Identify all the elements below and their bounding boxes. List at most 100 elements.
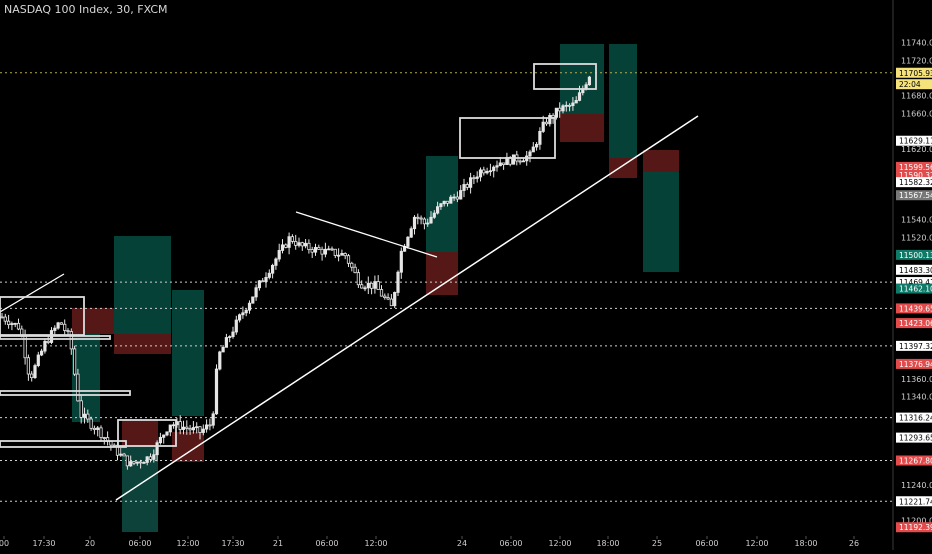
candle [396, 270, 400, 296]
candle [267, 269, 271, 280]
range-box [459, 117, 556, 159]
candle [73, 345, 77, 376]
candle [376, 275, 380, 290]
candle-body [185, 426, 189, 429]
candle-body [221, 346, 225, 353]
candle-body [564, 104, 568, 107]
candle-body [267, 272, 271, 278]
candle-body [158, 436, 162, 444]
candle-body [396, 271, 400, 293]
price-label-value: 11267.80 [899, 456, 932, 465]
candle [574, 96, 578, 104]
candle [261, 278, 265, 283]
candle-body [300, 242, 304, 247]
candle [535, 142, 539, 151]
candle [244, 309, 248, 317]
candle [558, 102, 562, 118]
candle-body [531, 146, 535, 153]
price-label-tag [896, 249, 932, 260]
candle-body [188, 428, 192, 431]
candle [482, 166, 486, 176]
candle [303, 238, 308, 249]
candle-body [495, 165, 499, 168]
candle [333, 248, 337, 259]
candle-body [26, 357, 31, 375]
candle-body [412, 216, 417, 230]
candle-body [340, 253, 344, 256]
candle [63, 319, 67, 336]
candle [99, 425, 103, 442]
candle [106, 431, 110, 446]
candle [132, 461, 136, 466]
trendline-resistance [295, 211, 438, 258]
candle [10, 321, 14, 331]
candle-body [307, 242, 311, 250]
candle-body [198, 426, 202, 433]
candle-body [360, 284, 364, 289]
candle [426, 218, 430, 227]
stop-zone [609, 158, 637, 178]
candle-body [46, 340, 50, 343]
candle [531, 142, 535, 153]
candle-body [10, 323, 14, 325]
candle-body [488, 170, 493, 173]
candle [204, 419, 209, 433]
candle-body [145, 456, 149, 463]
price-label-value: 11397.32 [899, 342, 932, 351]
candle [59, 322, 64, 325]
candle-body [356, 272, 361, 286]
candle-body [138, 461, 143, 464]
candle-body [171, 424, 176, 427]
price-label-tag [896, 496, 932, 507]
price-label-value: 11469.41 [899, 278, 932, 287]
candle-body [135, 461, 139, 464]
candle-body [211, 413, 215, 426]
price-label-tag [896, 318, 932, 329]
price-tick-label: 11540.00 [901, 216, 932, 225]
candle [356, 269, 361, 288]
candle [432, 210, 436, 219]
candle-body [66, 330, 70, 332]
candle-body [346, 255, 351, 264]
candle [538, 127, 542, 150]
target-zone [609, 44, 637, 158]
candle-body [393, 292, 397, 307]
candle-body [313, 247, 318, 253]
candle [297, 237, 301, 248]
price-tick-label: 11660.00 [901, 109, 932, 118]
candle [300, 241, 304, 251]
trendline-left [0, 273, 65, 313]
candle-body [178, 421, 182, 430]
candle [455, 191, 460, 203]
price-label-value: 11567.54 [899, 191, 932, 200]
candle [241, 306, 245, 319]
candle-body [455, 196, 460, 200]
candle-body [482, 169, 486, 174]
candle-body [422, 218, 427, 225]
candle-body [485, 171, 489, 174]
price-label-tag [896, 412, 932, 423]
candle-body [165, 431, 169, 436]
price-tick-label: 11720.00 [901, 56, 932, 65]
candle [33, 363, 37, 379]
candle [155, 440, 159, 462]
candle [465, 182, 469, 191]
candle [165, 431, 169, 437]
candle-body [577, 92, 582, 101]
candle-body [89, 418, 93, 429]
candle-body [3, 316, 7, 322]
candle-body [73, 348, 77, 375]
candle-body [544, 121, 549, 125]
price-label-value: 11590.32 [899, 171, 932, 180]
candle-body [244, 309, 248, 314]
candle-body [112, 444, 116, 447]
candle-body [568, 104, 572, 107]
price-tick-label: 11340.00 [901, 393, 932, 402]
candle [142, 461, 146, 464]
candle [383, 293, 387, 300]
candle [379, 285, 384, 297]
candle [224, 333, 228, 348]
candle [231, 326, 235, 339]
